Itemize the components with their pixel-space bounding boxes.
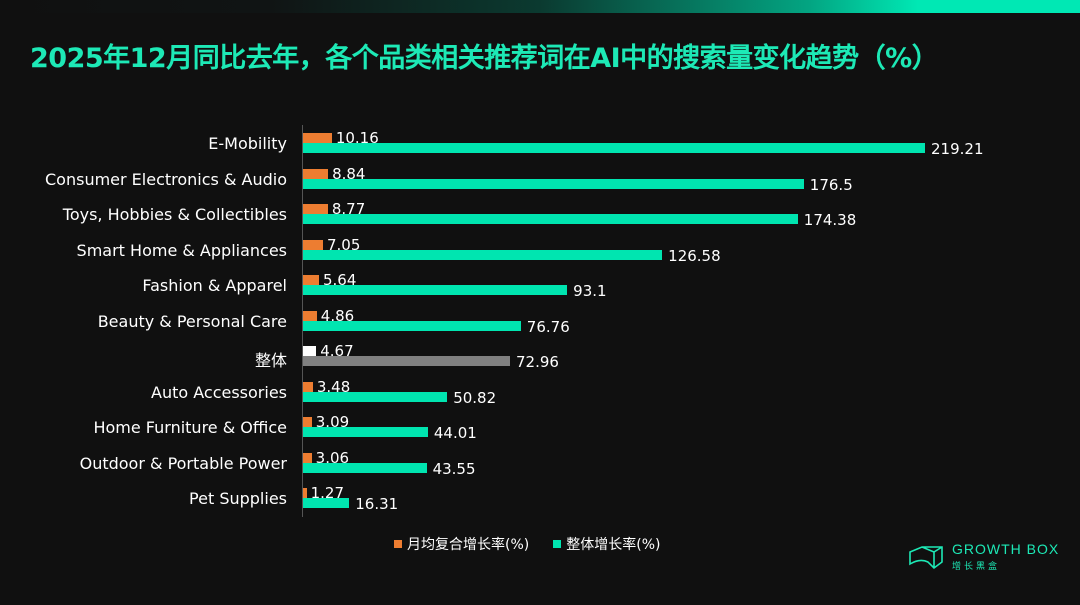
data-label-monthly: 7.05 (327, 235, 361, 254)
data-label-overall: 76.76 (526, 317, 570, 336)
data-label-overall: 72.96 (516, 353, 559, 371)
category-label: Fashion & Apparel (142, 276, 287, 295)
bar-monthly-growth (303, 417, 312, 427)
bar-overall-growth (303, 427, 428, 437)
category-label: Auto Accessories (151, 382, 287, 402)
bar-overall-growth (303, 462, 427, 473)
bar-monthly-growth (303, 346, 317, 356)
data-label-overall: 126.58 (668, 246, 721, 265)
y-axis-line (302, 125, 303, 517)
bar-monthly-growth (303, 488, 307, 498)
bar-monthly-growth (303, 275, 319, 285)
category-label: Smart Home & Appliances (76, 240, 287, 260)
bar-monthly-growth (303, 381, 313, 392)
data-label-monthly: 3.09 (315, 413, 350, 431)
data-label-overall: 176.5 (809, 175, 853, 194)
legend-label-overall: 整体增长率(%) (566, 537, 661, 553)
legend-label-monthly: 月均复合增长率(%) (407, 537, 530, 553)
growth-box-logo: GROWTH BOX 增长黑盒 (908, 541, 1059, 572)
bar-overall-growth (303, 143, 925, 153)
bar-overall-growth (303, 320, 521, 331)
data-label-monthly: 3.06 (315, 448, 350, 467)
bar-monthly-growth (303, 168, 329, 179)
data-label-monthly: 5.64 (323, 271, 357, 289)
category-label: Beauty & Personal Care (97, 311, 287, 331)
category-label: Toys, Hobbies & Collectibles (62, 205, 287, 224)
data-label-monthly: 4.86 (320, 306, 355, 325)
legend-item-monthly: 月均复合增长率(%) (394, 534, 529, 554)
bar-overall-growth (303, 285, 568, 295)
data-label-monthly: 3.48 (316, 377, 351, 396)
category-label: E-Mobility (208, 134, 287, 153)
category-label: Outdoor & Portable Power (79, 453, 287, 473)
data-label-overall: 174.38 (803, 211, 857, 229)
data-label-monthly: 10.16 (335, 129, 379, 147)
category-label: Home Furniture & Office (93, 418, 287, 437)
data-label-overall: 16.31 (355, 495, 399, 513)
chart-title: 2025年12月同比去年，各个品类相关推荐词在AI中的搜索量变化趋势（%） (30, 43, 939, 74)
bar-overall-growth (303, 249, 663, 260)
legend-item-overall: 整体增长率(%) (553, 534, 660, 554)
category-label: Pet Supplies (189, 489, 287, 508)
bar-monthly-growth (303, 452, 312, 463)
box-icon (909, 545, 943, 569)
data-label-monthly: 4.67 (320, 342, 354, 360)
bar-overall-growth (303, 498, 350, 508)
top-gradient-bar (0, 0, 1080, 13)
data-label-overall: 93.1 (573, 282, 607, 300)
data-label-overall: 44.01 (433, 424, 477, 442)
bar-monthly-growth (303, 204, 328, 214)
category-label: Consumer Electronics & Audio (45, 169, 287, 189)
legend: 月均复合增长率(%) 整体增长率(%) (394, 534, 660, 554)
bar-overall-growth (303, 178, 804, 189)
bar-overall-growth (303, 391, 448, 402)
logo-subtitle: 增长黑盒 (952, 561, 1001, 571)
legend-swatch-monthly (394, 540, 402, 548)
data-label-monthly: 8.84 (332, 164, 366, 183)
bar-monthly-growth (303, 133, 332, 143)
data-label-monthly: 1.27 (310, 484, 344, 502)
logo-name: GROWTH BOX (952, 541, 1060, 557)
data-label-overall: 43.55 (432, 459, 476, 478)
data-label-overall: 50.82 (453, 388, 497, 407)
legend-swatch-overall (553, 540, 562, 548)
data-label-overall: 219.21 (931, 140, 984, 158)
category-label: 整体 (254, 351, 287, 370)
data-label-monthly: 8.77 (331, 200, 366, 218)
bar-monthly-growth (303, 310, 317, 321)
bar-overall-growth (303, 214, 798, 224)
bar-overall-growth (303, 356, 511, 366)
bar-monthly-growth (303, 239, 323, 250)
